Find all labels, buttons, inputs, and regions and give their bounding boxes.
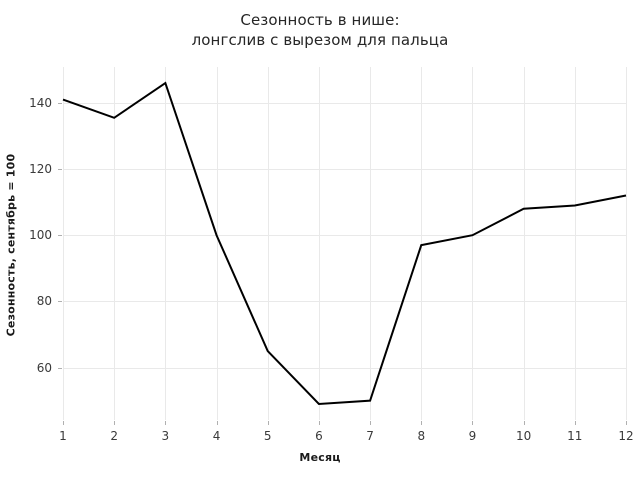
y-tick-mark — [58, 169, 62, 170]
chart-title: Сезонность в нише: лонгслив с вырезом дл… — [0, 10, 640, 50]
x-tick-mark — [370, 421, 371, 425]
plot-background — [63, 67, 626, 420]
gridline-horizontal — [63, 368, 626, 369]
x-tick-mark — [319, 421, 320, 425]
x-tick-mark — [63, 421, 64, 425]
gridline-horizontal — [63, 235, 626, 236]
gridline-vertical — [575, 67, 576, 420]
x-tick-mark — [524, 421, 525, 425]
x-tick-mark — [217, 421, 218, 425]
y-tick-label: 80 — [36, 294, 52, 309]
gridline-horizontal — [63, 103, 626, 104]
x-tick-label: 9 — [468, 429, 477, 443]
y-tick-label: 60 — [36, 360, 52, 375]
gridline-horizontal — [63, 301, 626, 302]
x-tick-mark — [626, 421, 627, 425]
gridline-vertical — [370, 67, 371, 420]
x-axis-title: Месяц — [299, 451, 341, 464]
y-tick-label: 140 — [29, 95, 52, 110]
y-axis-title: Сезонность, сентябрь = 100 — [4, 153, 18, 337]
x-tick-label: 3 — [161, 429, 170, 443]
y-tick-label: 120 — [29, 162, 52, 177]
x-tick-label: 6 — [315, 429, 323, 443]
gridline-vertical — [165, 67, 166, 420]
gridline-vertical — [268, 67, 269, 420]
x-tick-label: 8 — [417, 429, 426, 443]
x-tick-label: 1 — [59, 429, 67, 443]
data-line-svg — [62, 81, 627, 405]
x-tick-mark — [165, 421, 166, 425]
gridline-vertical — [626, 67, 627, 420]
x-tick-label: 12 — [618, 429, 634, 443]
x-tick-label: 10 — [515, 429, 532, 443]
x-tick-mark — [114, 421, 115, 425]
chart-title-line-1: Сезонность в нише: — [240, 11, 400, 29]
chart-title-line-2: лонгслив с вырезом для пальца — [191, 31, 449, 49]
gridline-vertical — [472, 67, 473, 420]
x-tick-label: 7 — [366, 429, 374, 443]
x-tick-label: 5 — [263, 429, 272, 443]
y-tick-mark — [58, 235, 62, 236]
x-tick-mark — [421, 421, 422, 425]
gridline-vertical — [524, 67, 525, 420]
plot-area — [62, 67, 627, 420]
x-tick-mark — [575, 421, 576, 425]
gridline-vertical — [319, 67, 320, 420]
x-tick-label: 11 — [567, 429, 583, 443]
gridline-vertical — [421, 67, 422, 420]
x-tick-mark — [268, 421, 269, 425]
gridline-horizontal — [63, 169, 626, 170]
gridline-vertical — [63, 67, 64, 420]
y-tick-mark — [58, 301, 62, 302]
y-tick-mark — [58, 368, 62, 369]
y-tick-mark — [58, 103, 62, 104]
gridline-vertical — [217, 67, 218, 420]
x-tick-label: 2 — [110, 429, 118, 443]
x-tick-label: 4 — [212, 429, 221, 443]
series-line — [62, 81, 627, 405]
x-tick-mark — [472, 421, 473, 425]
y-tick-label: 100 — [29, 228, 52, 243]
gridline-vertical — [114, 67, 115, 420]
